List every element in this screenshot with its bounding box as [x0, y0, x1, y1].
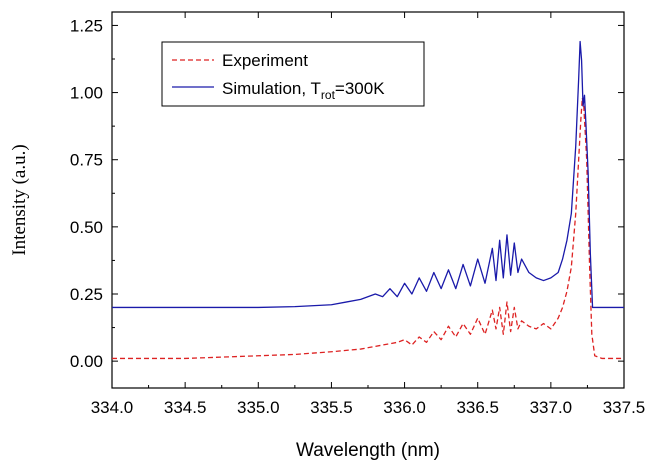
- series-line-simulation: [112, 40, 624, 309]
- legend-label-simulation-suffix: =300K: [335, 79, 385, 98]
- x-tick-label: 334.5: [164, 398, 207, 417]
- legend-label-experiment: Experiment: [222, 51, 308, 70]
- x-tick-label: 337.0: [530, 398, 573, 417]
- y-tick-label: 0.75: [70, 151, 103, 170]
- legend-label-simulation-sub: rot: [321, 88, 336, 102]
- legend-label-simulation: Simulation, Trot=300K: [222, 79, 385, 102]
- x-tick-label: 337.5: [603, 398, 646, 417]
- axis-ticks: 334.0 334.5 335.0 335.5 336.0 336.5 337.0 337.5…: [70, 12, 645, 417]
- series-layer: [112, 40, 624, 360]
- x-tick-label: 335.5: [310, 398, 353, 417]
- legend: Experiment Simulation, Trot=300K: [161, 41, 425, 107]
- y-axis-label: Intensity (a.u.): [9, 144, 30, 255]
- y-tick-label: 1.00: [70, 84, 103, 103]
- legend-label-simulation-main: Simulation, T: [222, 79, 321, 98]
- x-tick-label: 334.0: [91, 398, 134, 417]
- y-tick-label: 0.25: [70, 285, 103, 304]
- series-line-experiment: [112, 97, 624, 360]
- y-tick-label: 0.50: [70, 218, 103, 237]
- y-tick-label: 1.25: [70, 16, 103, 35]
- x-tick-label: 335.0: [237, 398, 280, 417]
- y-tick-label: 0.00: [70, 352, 103, 371]
- x-tick-label: 336.0: [383, 398, 426, 417]
- legend-box: [161, 41, 425, 107]
- x-axis-label: Wavelength (nm): [296, 440, 440, 461]
- x-tick-label: 336.5: [456, 398, 499, 417]
